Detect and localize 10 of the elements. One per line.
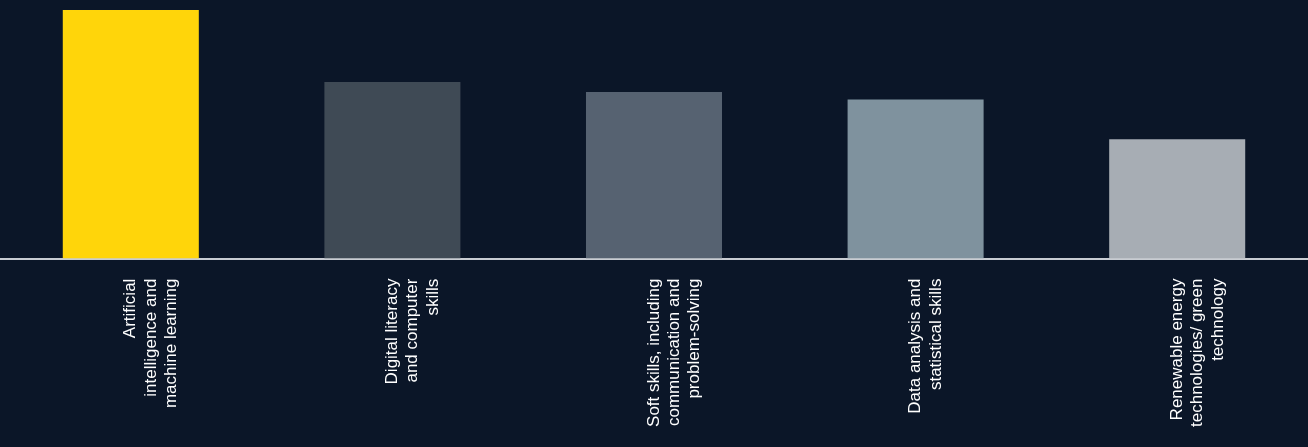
x-tick-label: Soft skills, including communication and problem-solving xyxy=(643,278,704,427)
bar xyxy=(585,92,723,259)
bar xyxy=(62,10,199,259)
x-tick-label: Data analysis and statistical skills xyxy=(905,278,945,414)
bar xyxy=(1109,139,1246,259)
x-tick-label: Renewable energy technologies/ green technology xyxy=(1166,278,1227,428)
bar xyxy=(847,99,984,259)
bar xyxy=(324,82,461,259)
x-tick-label: Digital literacy and computer skills xyxy=(382,278,442,385)
x-tick-label: Artificial intelligence and machine learning xyxy=(120,278,181,409)
